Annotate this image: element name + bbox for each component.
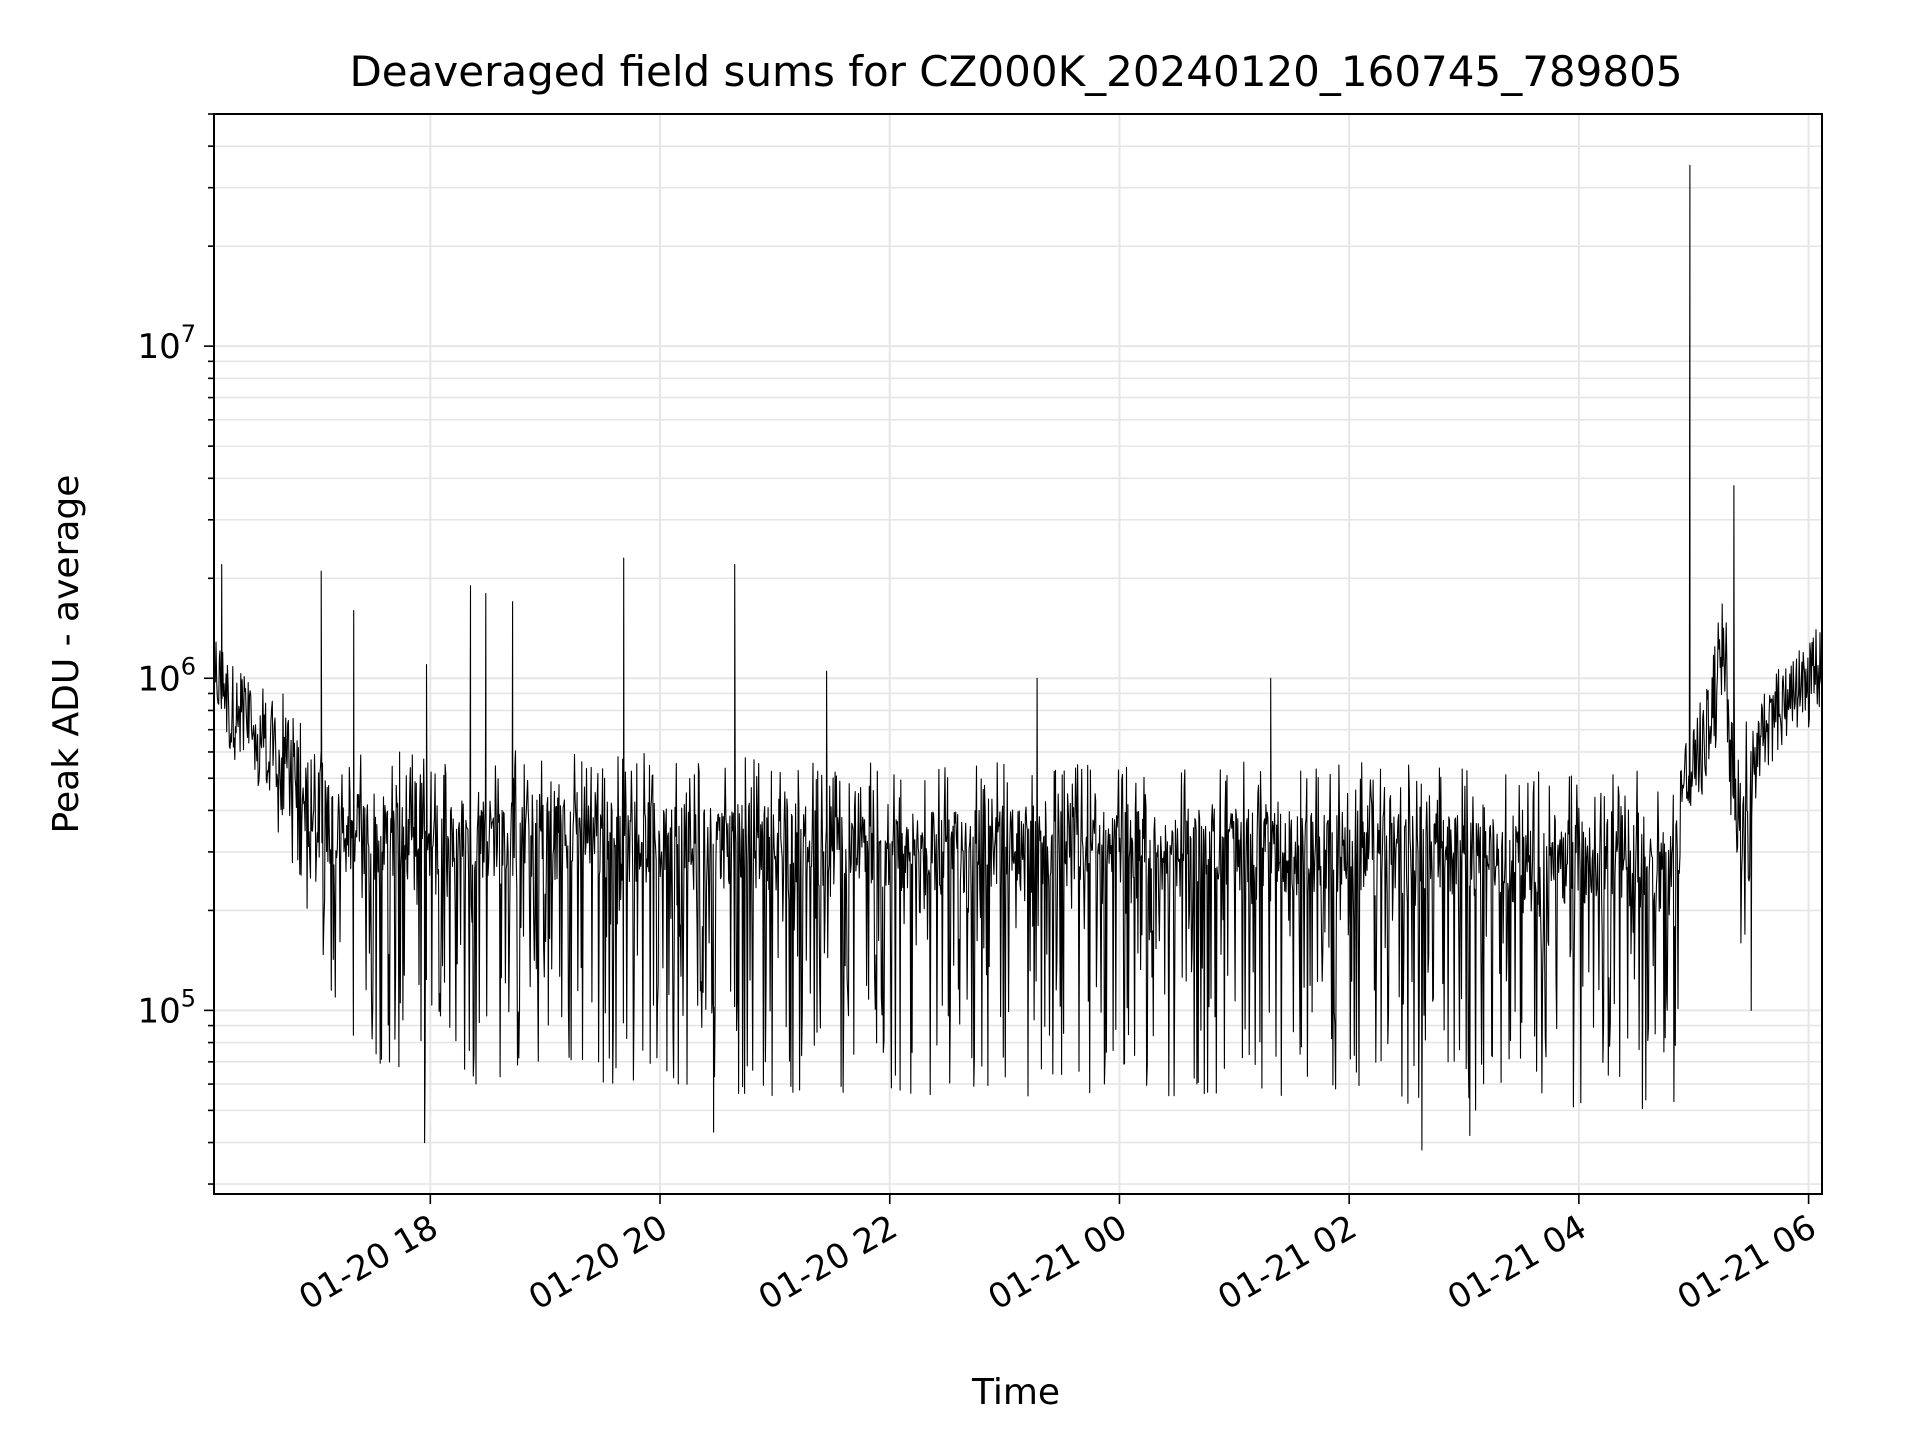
series-line: [213, 164, 1823, 1151]
x-axis-label: Time: [971, 1372, 1060, 1413]
series-peak-adu: [213, 164, 1823, 1151]
y-tick-label: 105: [137, 984, 196, 1031]
y-tick-label: 107: [137, 320, 196, 367]
plot-frame: [213, 113, 1823, 1195]
grid: [214, 113, 1822, 1194]
chart-title: Deaveraged field sums for CZ000K_2024012…: [349, 47, 1682, 96]
y-axis-label: Peak ADU - average: [46, 475, 87, 834]
y-tick-label: 106: [137, 652, 196, 699]
